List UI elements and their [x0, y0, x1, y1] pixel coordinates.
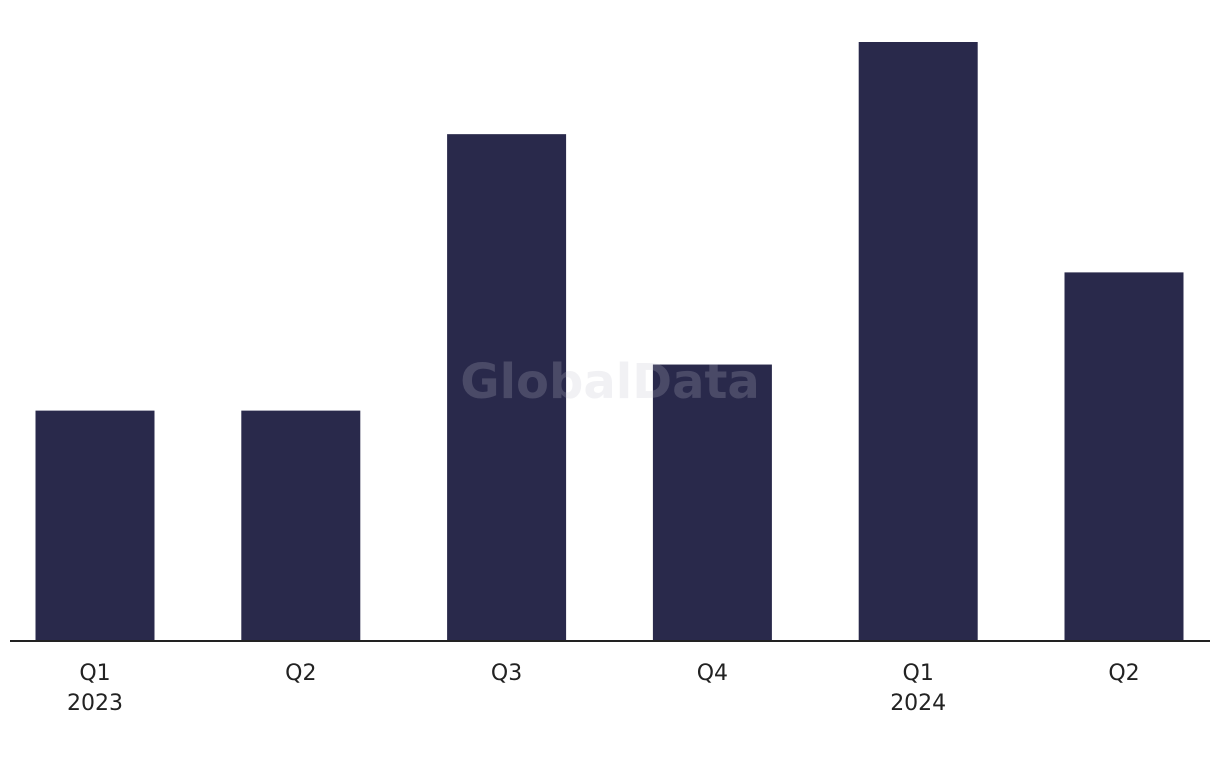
bar	[447, 134, 567, 641]
x-group-label: 2023	[67, 691, 123, 716]
x-tick-label: Q1	[903, 661, 934, 686]
bar	[241, 410, 361, 641]
x-tick-label: Q1	[79, 661, 110, 686]
watermark: GlobalData	[460, 354, 760, 410]
bar	[1064, 272, 1184, 641]
bar	[35, 410, 155, 641]
x-tick-label: Q4	[697, 661, 728, 686]
x-tick-label: Q2	[285, 661, 316, 686]
x-tick-label: Q2	[1108, 661, 1139, 686]
x-group-label: 2024	[890, 691, 946, 716]
bar	[858, 42, 978, 641]
bar	[652, 364, 772, 641]
x-tick-label: Q3	[491, 661, 522, 686]
